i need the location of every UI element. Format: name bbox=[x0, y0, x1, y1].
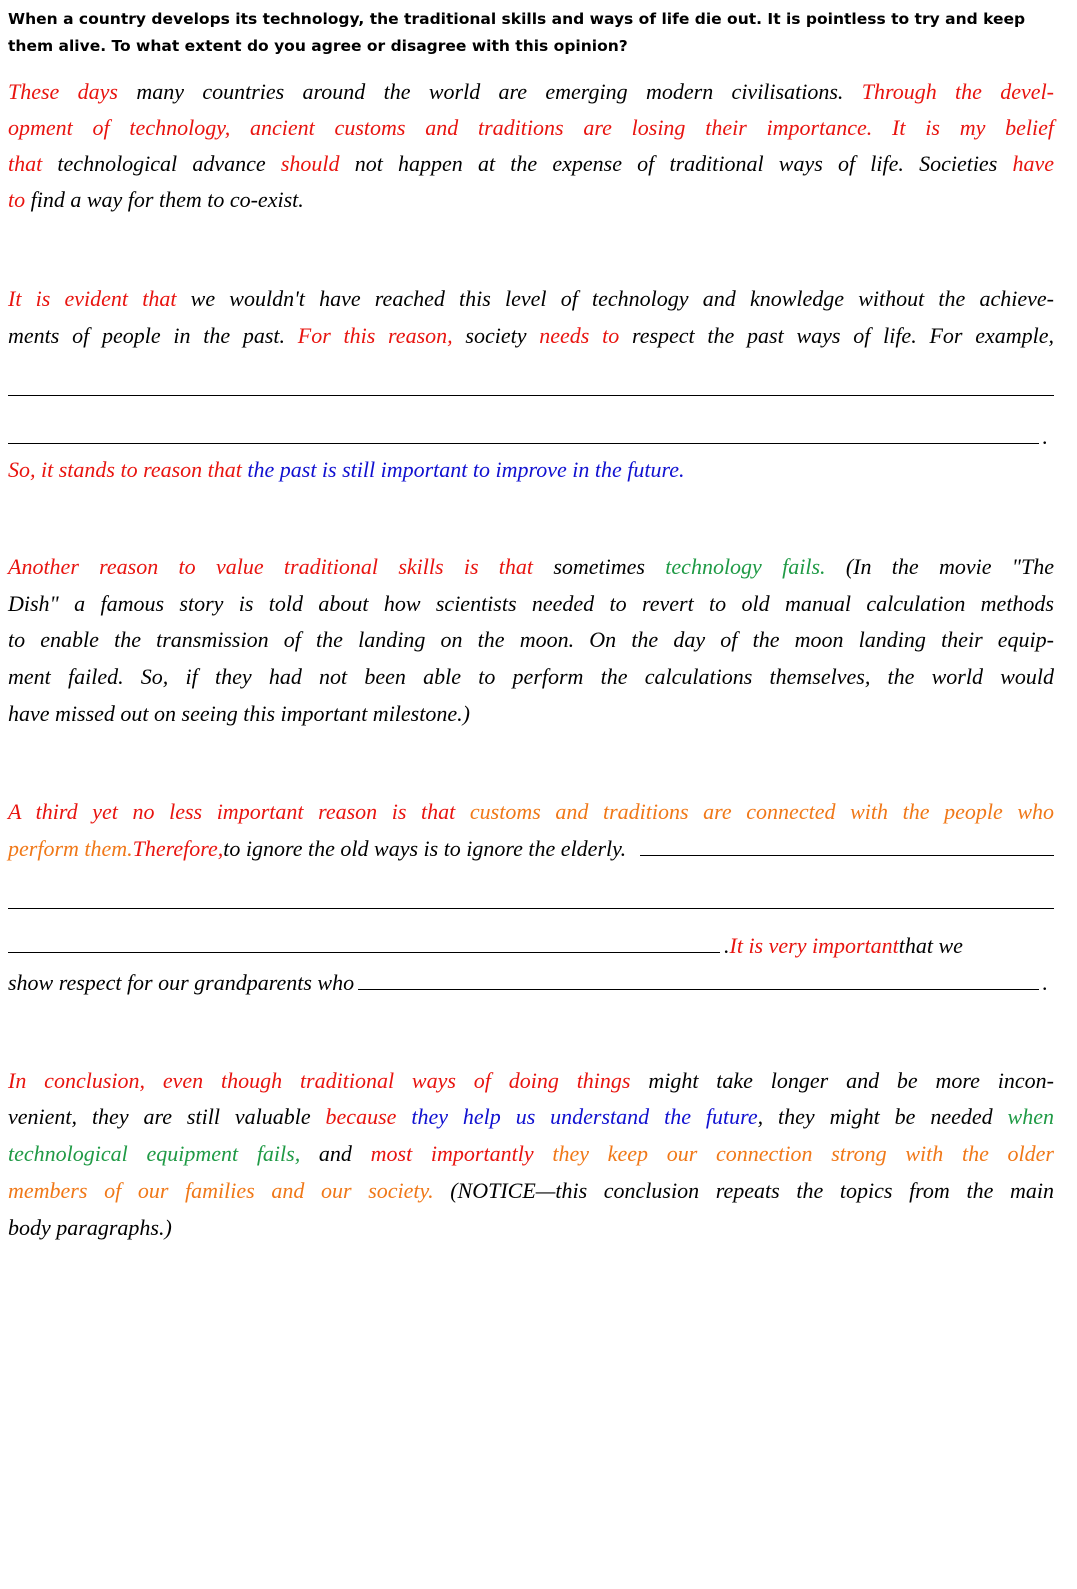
line: It is evident that we wouldn't have reac… bbox=[8, 281, 1054, 317]
blank-line bbox=[8, 928, 720, 953]
text: respect the past ways of life. For examp… bbox=[619, 323, 1055, 348]
line: that technological advance should not ha… bbox=[8, 146, 1054, 182]
line: members of our families and our society.… bbox=[8, 1173, 1054, 1209]
blank-line bbox=[640, 831, 1054, 856]
text: . bbox=[1042, 970, 1049, 995]
line: A third yet no less important reason is … bbox=[8, 794, 1054, 830]
text: So, it stands to reason that bbox=[8, 457, 242, 482]
blank-line bbox=[8, 419, 1039, 444]
text: Through the devel- bbox=[861, 79, 1055, 104]
text: have missed out on seeing this important… bbox=[8, 701, 470, 726]
text: In conclusion, even though traditional w… bbox=[8, 1068, 631, 1093]
text: ments of people in the past. bbox=[8, 323, 298, 348]
text: opment of technology, ancient customs an… bbox=[8, 115, 1054, 140]
text: These days bbox=[8, 79, 118, 104]
text: (NOTICE—this conclusion repeats the topi… bbox=[433, 1178, 1054, 1203]
text: members of our families and our society. bbox=[8, 1178, 434, 1203]
line: Dish" a famous story is told about how s… bbox=[8, 586, 1054, 622]
line: ment failed. So, if they had not been ab… bbox=[8, 659, 1054, 695]
text: It is evident that bbox=[8, 286, 177, 311]
text: technological advance bbox=[42, 151, 281, 176]
text: ment failed. So, if they had not been ab… bbox=[8, 664, 1054, 689]
text: not happen at the expense of traditional… bbox=[339, 151, 1013, 176]
text: technological equipment fails, bbox=[8, 1141, 301, 1166]
text: that we bbox=[898, 933, 963, 958]
text: the past is still important to improve i… bbox=[241, 457, 685, 482]
line: opment of technology, ancient customs an… bbox=[8, 110, 1054, 146]
text: customs and traditions are connected wit… bbox=[455, 799, 1054, 824]
text: technology fails. bbox=[665, 554, 826, 579]
blank-line bbox=[8, 908, 1054, 909]
text: we wouldn't have reached this level of t… bbox=[176, 286, 1055, 311]
text: when bbox=[1007, 1104, 1054, 1129]
text: . bbox=[1042, 424, 1049, 449]
text: should bbox=[280, 151, 340, 176]
text: For this reason, bbox=[297, 323, 453, 348]
line: to find a way for them to co-exist. bbox=[8, 182, 1054, 218]
line: So, it stands to reason that the past is… bbox=[8, 452, 1054, 488]
text: to bbox=[8, 187, 26, 212]
text: most importantly bbox=[370, 1141, 534, 1166]
line: show respect for our grandparents who. bbox=[8, 965, 1054, 1001]
line: . bbox=[8, 419, 1054, 455]
line: perform them. Therefore, to ignore the o… bbox=[8, 831, 1054, 867]
line: . It is very important that we bbox=[8, 928, 1054, 964]
text: perform them. bbox=[8, 836, 133, 861]
text: they keep our connection strong with the… bbox=[533, 1141, 1054, 1166]
blank-line bbox=[8, 395, 1054, 396]
text: they help us understand the future bbox=[396, 1104, 758, 1129]
text: and bbox=[300, 1141, 371, 1166]
text: find a way for them to co-exist. bbox=[25, 187, 304, 212]
text: sometimes bbox=[533, 554, 666, 579]
line: to enable the transmission of the landin… bbox=[8, 622, 1054, 658]
line: ments of people in the past. For this re… bbox=[8, 318, 1054, 354]
line: These days many countries around the wor… bbox=[8, 74, 1054, 110]
line: technological equipment fails, and most … bbox=[8, 1136, 1054, 1172]
text: , they might be needed bbox=[757, 1104, 1008, 1129]
text: A third yet no less important reason is … bbox=[8, 799, 456, 824]
text: body paragraphs.) bbox=[8, 1215, 172, 1240]
text: many countries around the world are emer… bbox=[118, 79, 862, 104]
text: to enable the transmission of the landin… bbox=[8, 627, 1054, 652]
text: might take longer and be more incon- bbox=[630, 1068, 1054, 1093]
text: society bbox=[452, 323, 540, 348]
text: Dish" a famous story is told about how s… bbox=[8, 591, 1054, 616]
text: Therefore, bbox=[132, 836, 224, 861]
line: In conclusion, even though traditional w… bbox=[8, 1063, 1054, 1099]
line: Another reason to value traditional skil… bbox=[8, 549, 1054, 585]
line: have missed out on seeing this important… bbox=[8, 696, 1054, 732]
text: (In the movie "The bbox=[825, 554, 1055, 579]
text: that bbox=[8, 151, 43, 176]
text: venient, they are still valuable bbox=[8, 1104, 326, 1129]
text: to ignore the old ways is to ignore the … bbox=[223, 836, 627, 861]
text: needs to bbox=[539, 323, 620, 348]
text: Another reason to value traditional skil… bbox=[8, 554, 534, 579]
line: body paragraphs.) bbox=[8, 1210, 1054, 1246]
question: When a country develops its technology, … bbox=[8, 10, 1026, 55]
text: It is very important bbox=[729, 933, 899, 958]
text: . bbox=[724, 933, 730, 958]
text: because bbox=[325, 1104, 397, 1129]
blank-line bbox=[358, 965, 1039, 990]
text: show respect for our grandparents who bbox=[8, 970, 355, 995]
line: venient, they are still valuable because… bbox=[8, 1099, 1054, 1135]
text: have bbox=[1012, 151, 1054, 176]
